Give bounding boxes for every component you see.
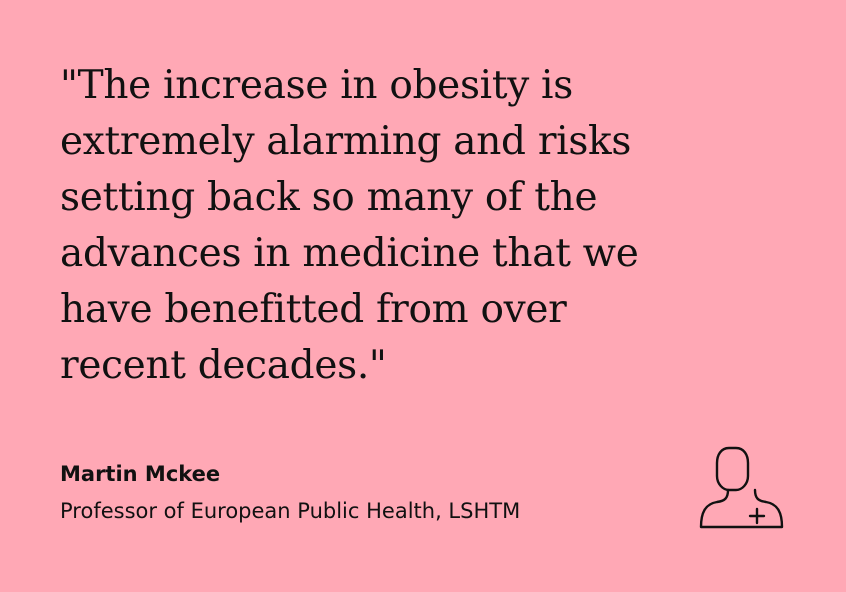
quote-line: have benefitted from over <box>60 287 567 332</box>
quote-line: extremely alarming and risks <box>60 119 632 164</box>
quote-line: recent decades." <box>60 343 387 388</box>
author-name: Martin Mckee <box>60 462 221 486</box>
person-plus-icon <box>699 446 784 529</box>
quote-text: "The increase in obesity is extremely al… <box>60 58 820 394</box>
quote-line: advances in medicine that we <box>60 231 639 276</box>
quote-line: "The increase in obesity is <box>60 63 573 108</box>
author-title: Professor of European Public Health, LSH… <box>60 499 521 523</box>
quote-line: setting back so many of the <box>60 175 598 220</box>
